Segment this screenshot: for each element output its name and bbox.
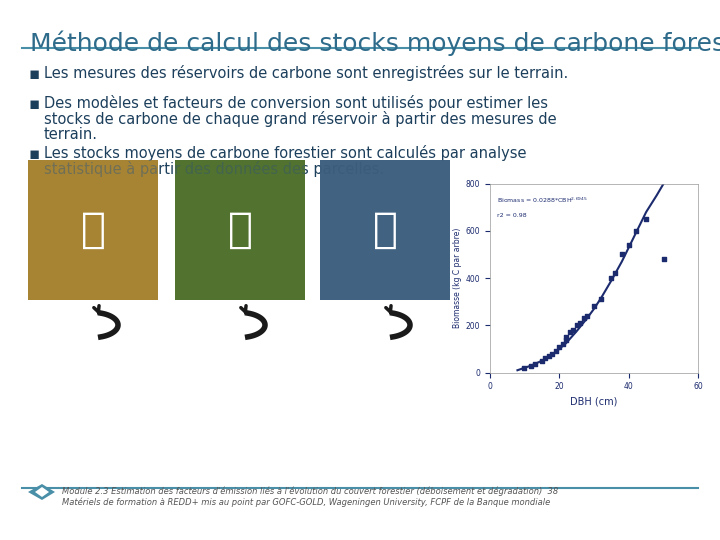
Point xyxy=(539,354,551,363)
Point xyxy=(518,363,530,372)
Text: stocks de carbone de chaque grand réservoir à partir des mesures de: stocks de carbone de chaque grand réserv… xyxy=(44,111,557,127)
Bar xyxy=(175,160,305,300)
Text: ▪: ▪ xyxy=(28,145,40,163)
Text: 📷: 📷 xyxy=(372,209,397,251)
Bar xyxy=(175,160,305,300)
Point xyxy=(588,302,600,310)
Point xyxy=(616,250,628,259)
Point xyxy=(606,274,617,282)
Polygon shape xyxy=(35,487,49,497)
Text: ▪: ▪ xyxy=(28,65,40,83)
Text: 📷: 📷 xyxy=(81,209,106,251)
Point xyxy=(550,347,562,356)
Text: ▪: ▪ xyxy=(28,95,40,113)
Point xyxy=(577,314,589,322)
Point xyxy=(630,227,642,235)
Text: Module 2.3 Estimation des facteurs d'émission liés à l'évolution du couvert fore: Module 2.3 Estimation des facteurs d'émi… xyxy=(62,486,558,496)
Text: 📷: 📷 xyxy=(228,209,253,251)
Point xyxy=(564,328,575,337)
Point xyxy=(567,326,579,334)
Text: Les stocks moyens de carbone forestier sont calculés par analyse: Les stocks moyens de carbone forestier s… xyxy=(44,145,526,161)
Point xyxy=(595,295,607,303)
Point xyxy=(560,335,572,344)
Point xyxy=(560,333,572,341)
Text: Méthode de calcul des stocks moyens de carbone forestier: Méthode de calcul des stocks moyens de c… xyxy=(30,30,720,56)
Point xyxy=(641,215,652,224)
Text: statistique à partir des données des parcelles.: statistique à partir des données des par… xyxy=(44,161,384,177)
Point xyxy=(571,321,582,329)
Point xyxy=(529,360,541,369)
Point xyxy=(575,319,586,327)
Point xyxy=(581,312,593,320)
Point xyxy=(554,342,565,351)
Bar xyxy=(320,160,450,300)
Text: terrain.: terrain. xyxy=(44,127,98,142)
Point xyxy=(658,255,670,264)
Point xyxy=(609,269,621,278)
Point xyxy=(536,356,547,365)
Text: r2 = 0.98: r2 = 0.98 xyxy=(497,213,526,218)
Bar xyxy=(320,160,450,300)
Point xyxy=(526,361,537,370)
Bar xyxy=(28,160,158,300)
Text: Les mesures des réservoirs de carbone sont enregistrées sur le terrain.: Les mesures des réservoirs de carbone so… xyxy=(44,65,568,81)
Bar xyxy=(28,160,158,300)
Text: Des modèles et facteurs de conversion sont utilisés pour estimer les: Des modèles et facteurs de conversion so… xyxy=(44,95,548,111)
X-axis label: DBH (cm): DBH (cm) xyxy=(570,397,618,407)
Text: Biomass = 0.0288*CBH$^{2.6945}$: Biomass = 0.0288*CBH$^{2.6945}$ xyxy=(497,195,588,205)
Point xyxy=(557,340,569,349)
Y-axis label: Biomasse (kg C par arbre): Biomasse (kg C par arbre) xyxy=(454,228,462,328)
Point xyxy=(546,349,558,358)
Point xyxy=(623,241,634,249)
Point xyxy=(543,352,554,360)
Polygon shape xyxy=(28,484,55,500)
Text: Matériels de formation à REDD+ mis au point par GOFC-GOLD, Wageningen University: Matériels de formation à REDD+ mis au po… xyxy=(62,497,550,507)
